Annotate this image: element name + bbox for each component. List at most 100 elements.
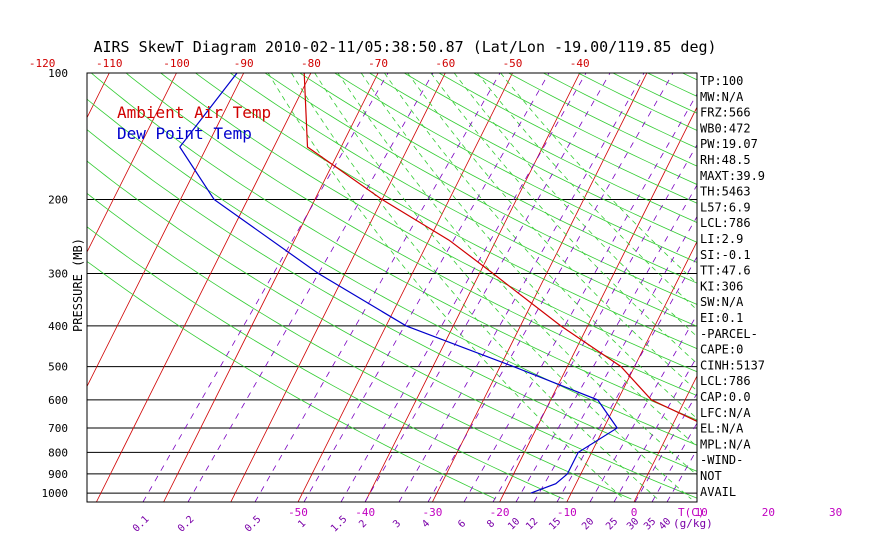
pressure-label: 500 bbox=[48, 361, 68, 374]
isotherm-line bbox=[87, 73, 245, 388]
bottom-temp-tick-label: -50 bbox=[288, 506, 308, 519]
dry-adiabat-line bbox=[822, 73, 870, 499]
top-temp-ticks: -120 -110 -100 -90 -80 -70 -60 -50 -40 bbox=[29, 57, 590, 70]
legend-ambient-air-temp: Ambient Air Temp bbox=[117, 103, 271, 122]
pressure-label: 400 bbox=[48, 320, 68, 333]
mixing-ratio-label: 1.5 bbox=[329, 514, 350, 535]
isotherm-line bbox=[0, 73, 42, 502]
mixing-ratio-line bbox=[303, 73, 550, 502]
top-temp-tick-label: -90 bbox=[234, 57, 254, 70]
top-temp-tick-label: -110 bbox=[96, 57, 123, 70]
isotherm-line bbox=[96, 73, 312, 502]
stat-item: TH:5463 bbox=[700, 185, 751, 199]
dry-adiabat-line bbox=[543, 73, 697, 149]
mixing-ratio-label: 0.5 bbox=[243, 514, 264, 535]
pressure-label: 800 bbox=[48, 446, 68, 459]
legend-dew-point-temp: Dew Point Temp bbox=[117, 124, 252, 143]
profile-series bbox=[179, 73, 697, 494]
isotherm-line bbox=[633, 375, 697, 502]
stat-item: LI:2.9 bbox=[700, 232, 743, 246]
mixing-ratio-label: 0.2 bbox=[176, 514, 197, 535]
bottom-temp-tick-label: -40 bbox=[355, 506, 375, 519]
dry-adiabat-line bbox=[647, 73, 697, 97]
bottom-temp-tick-label: -10 bbox=[557, 506, 577, 519]
stat-item: NOT bbox=[700, 469, 722, 483]
isotherm-line bbox=[230, 73, 446, 502]
mixing-ratio-label: 8 bbox=[485, 518, 497, 530]
mixing-ratio-line bbox=[398, 73, 645, 502]
pressure-labels: 100 200 300 400 500 600 700 800 900 1000 bbox=[42, 67, 69, 500]
mixing-ratio-line bbox=[463, 93, 697, 502]
mixing-ratio-label: 12 bbox=[524, 516, 540, 532]
dry-adiabat-line bbox=[87, 192, 632, 500]
stat-item: TP:100 bbox=[700, 74, 743, 88]
dry-adiabat-line bbox=[369, 73, 697, 243]
dry-adiabat-line bbox=[752, 73, 870, 499]
moist-adiabat-line bbox=[360, 73, 697, 448]
stat-item: CINH:5137 bbox=[700, 358, 765, 372]
bottom-temp-ticks: -50 -40 -30 -20 -10 0 10 20 30 bbox=[288, 506, 842, 519]
mixing-ratio-line bbox=[364, 73, 611, 502]
isotherm-line bbox=[163, 73, 379, 502]
stat-item: CAP:0.0 bbox=[700, 390, 751, 404]
stat-item: AVAIL bbox=[700, 485, 736, 499]
mixing-ratio-label: 3 bbox=[391, 518, 403, 530]
mixing-ratio-line bbox=[651, 422, 697, 502]
mixing-ratio-label: 30 bbox=[625, 516, 641, 532]
bottom-unit-label: T(C) bbox=[678, 506, 705, 519]
mixing-ratio-line bbox=[427, 73, 674, 502]
dry-adiabat-line bbox=[787, 73, 870, 499]
dry-adiabat-line bbox=[438, 73, 697, 204]
dry-adiabat-line bbox=[125, 73, 697, 396]
dry-adiabat-line bbox=[473, 73, 697, 185]
dry-adiabat-line bbox=[87, 129, 697, 472]
moist-adiabat-line bbox=[314, 73, 692, 500]
mixing-ratio-label: 20 bbox=[580, 516, 596, 532]
stat-item: LCL:786 bbox=[700, 374, 751, 388]
top-temp-tick-label: -100 bbox=[163, 57, 190, 70]
mixing-unit-label: (g/kg) bbox=[673, 517, 713, 530]
dry-adiabat-line bbox=[508, 73, 697, 167]
bottom-temp-tick-label: 20 bbox=[762, 506, 775, 519]
dew-point-temp-line bbox=[179, 73, 619, 494]
bottom-temp-tick-label: 30 bbox=[829, 506, 842, 519]
top-temp-tick-label: -80 bbox=[301, 57, 321, 70]
stat-item: RH:48.5 bbox=[700, 153, 751, 167]
dry-adiabat-line bbox=[299, 73, 697, 284]
top-temp-tick-label: -40 bbox=[570, 57, 590, 70]
mixing-ratio-line bbox=[187, 73, 434, 502]
mixing-ratio-label: 35 bbox=[642, 516, 658, 532]
moist-adiabat-line bbox=[267, 73, 625, 500]
isotherm-line bbox=[87, 73, 177, 253]
stat-item: FRZ:566 bbox=[700, 106, 751, 120]
stat-item: -WIND- bbox=[700, 453, 743, 467]
stat-item: LFC:N/A bbox=[700, 406, 751, 420]
mixing-ratio-label: 0.1 bbox=[131, 514, 152, 535]
pressure-label: 600 bbox=[48, 394, 68, 407]
top-temp-tick-label: -70 bbox=[368, 57, 388, 70]
moist-adiabat-line bbox=[500, 73, 697, 285]
isotherm-line bbox=[768, 73, 870, 502]
moist-adiabat-line bbox=[407, 73, 697, 392]
bottom-temp-tick-label: 10 bbox=[695, 506, 708, 519]
stat-item: L57:6.9 bbox=[700, 200, 751, 214]
pressure-label: 300 bbox=[48, 267, 68, 280]
mixing-ratio-label: 40 bbox=[657, 516, 673, 532]
isotherm-line bbox=[836, 73, 870, 502]
dry-adiabat-line bbox=[87, 226, 564, 500]
top-temp-tick-label: -60 bbox=[435, 57, 455, 70]
ambient-air-temp-line bbox=[303, 73, 697, 422]
mixing-ratio-label: 25 bbox=[604, 516, 620, 532]
bottom-temp-tick-label: -30 bbox=[422, 506, 442, 519]
moist-adiabat-line bbox=[430, 73, 697, 364]
moist-adiabat-line bbox=[453, 73, 697, 338]
stat-item: MW:N/A bbox=[700, 90, 744, 104]
mixing-ratio-line bbox=[254, 73, 501, 502]
stat-item: WB0:472 bbox=[700, 121, 751, 135]
mixing-ratio-line bbox=[340, 73, 587, 502]
isotherm-line bbox=[364, 73, 581, 502]
mixing-ratio-label: 1 bbox=[296, 518, 308, 530]
dry-adiabat-line bbox=[264, 73, 697, 305]
